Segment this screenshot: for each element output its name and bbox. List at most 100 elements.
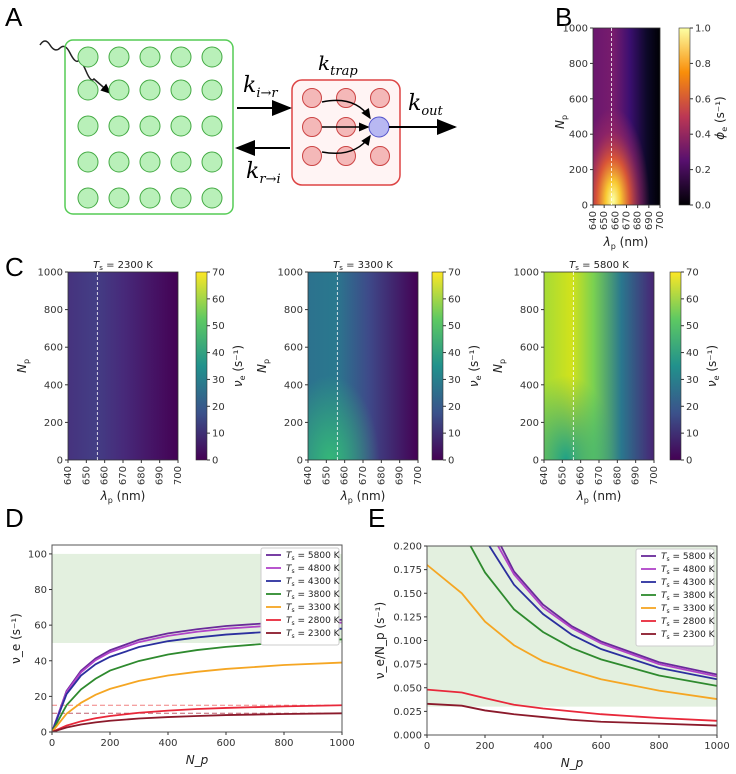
x-tick-label: 0 xyxy=(49,738,55,749)
legend-rest: = 5800 K xyxy=(295,551,341,561)
colorbar-tick-label: 50 xyxy=(212,321,225,332)
legend-item: Ts = 4300 K xyxy=(661,578,716,589)
y-tick-label: 1000 xyxy=(278,268,303,279)
antenna-pigment xyxy=(201,115,223,137)
y-tick-label: 0 xyxy=(57,456,63,467)
y-tick-label: 0.100 xyxy=(393,636,422,647)
heatmap-nu xyxy=(68,272,178,460)
x-tick-label: 600 xyxy=(216,738,235,749)
legend-item: Ts = 5800 K xyxy=(286,551,341,562)
series-line xyxy=(500,546,717,676)
x-tick-label: 660 xyxy=(576,466,587,485)
k-back-label: kr→i xyxy=(246,159,281,187)
y-tick-label: 600 xyxy=(520,343,539,354)
x-tick-label: 690 xyxy=(155,466,166,485)
y-tick-label: 20 xyxy=(34,692,47,703)
y-sub: p xyxy=(498,359,507,364)
legend-item: Ts = 4800 K xyxy=(286,564,341,575)
y-tick-label: 800 xyxy=(284,305,303,316)
rc-pigment xyxy=(370,88,390,108)
antenna-pigment xyxy=(170,79,192,101)
y-tick-label: 600 xyxy=(569,94,588,105)
panel-b-ticks: 640 650 660 670 680 690 700 0 200 400 600 800 1000 0.… xyxy=(563,24,711,231)
y-tick-label: 1000 xyxy=(563,24,588,35)
x-tick-label: 700 xyxy=(413,466,424,485)
title-sub: s xyxy=(99,264,103,272)
legend-item: Ts = 4300 K xyxy=(286,577,341,588)
antenna-pigment xyxy=(201,151,223,173)
colorbar-tick-label: 20 xyxy=(448,402,461,413)
colorbar-tick-label: 30 xyxy=(686,375,699,386)
colorbar-tick-label: 0.6 xyxy=(695,94,711,105)
legend-rest: = 2300 K xyxy=(670,630,716,640)
panel-label-a: A xyxy=(5,2,23,32)
series-line xyxy=(427,688,717,722)
y-var: N xyxy=(491,364,505,373)
cb-sub: e xyxy=(238,375,247,380)
antenna-pigment xyxy=(139,151,161,173)
colorbar xyxy=(669,271,682,461)
series-line xyxy=(469,546,717,687)
x-tick-label: 690 xyxy=(395,466,406,485)
colorbar xyxy=(431,271,444,461)
y-tick-label: 400 xyxy=(284,380,303,391)
colorbar-tick-label: 70 xyxy=(686,268,699,279)
legend-var: T xyxy=(661,552,668,562)
x-tick-label: 660 xyxy=(610,211,621,230)
x-axis-label: λp (nm) xyxy=(100,489,146,505)
antenna-pigment xyxy=(139,187,161,209)
legend-rest: = 2300 K xyxy=(295,629,341,639)
colorbar-label: ϕe (s⁻¹) xyxy=(713,96,729,139)
y-tick-label: 0.175 xyxy=(393,565,422,576)
y-tick-label: 200 xyxy=(569,165,588,176)
x-tick-label: 670 xyxy=(594,466,605,485)
cb-unit: (s⁻¹) xyxy=(231,345,245,376)
antenna-pigment xyxy=(170,151,192,173)
colorbar-tick-label: 0.8 xyxy=(695,59,711,70)
legend-var: T xyxy=(661,604,668,614)
antenna-pigment xyxy=(139,79,161,101)
antenna-pigment xyxy=(201,79,223,101)
y-tick-label: 600 xyxy=(284,343,303,354)
antenna-pigment xyxy=(77,187,99,209)
y-tick-label: 40 xyxy=(34,656,47,667)
legend-var: T xyxy=(661,565,668,575)
legend-var: T xyxy=(661,578,668,588)
y-tick-label: 400 xyxy=(569,130,588,141)
colorbar-label: νe (s⁻¹) xyxy=(231,345,247,387)
y-tick-label: 100 xyxy=(28,549,47,560)
colorbar-tick-label: 50 xyxy=(448,321,461,332)
rc-pigment xyxy=(336,146,356,166)
colorbar-tick-label: 70 xyxy=(212,268,225,279)
colorbar xyxy=(195,271,208,461)
legend-sub: s xyxy=(667,582,670,589)
series-line xyxy=(497,546,717,678)
colorbar-tick-label: 60 xyxy=(686,294,699,305)
x-unit: (nm) xyxy=(353,489,385,503)
colorbar-label: νe (s⁻¹) xyxy=(705,345,721,387)
colorbar-tick-label: 50 xyxy=(686,321,699,332)
legend-rest: = 5800 K xyxy=(670,552,716,562)
colorbar-tick-label: 30 xyxy=(448,375,461,386)
series-line xyxy=(52,638,342,732)
trap-arrow xyxy=(321,134,371,154)
legend-var: T xyxy=(286,629,293,639)
x-tick-label: 200 xyxy=(475,741,494,752)
x-var: λ xyxy=(100,489,108,503)
colorbar-tick-label: 60 xyxy=(448,294,461,305)
colorbar-tick-label: 20 xyxy=(212,402,225,413)
heatmap-title: Ts = 3300 K xyxy=(333,260,393,272)
y-tick-label: 0 xyxy=(533,456,539,467)
cb-var: ν xyxy=(231,380,245,387)
cb-sub: e xyxy=(712,375,721,380)
colorbar-tick-label: 40 xyxy=(448,348,461,359)
axes-frame xyxy=(51,544,343,733)
legend-var: T xyxy=(661,617,668,627)
x-sub: p xyxy=(348,496,353,505)
y-tick-label: 0 xyxy=(41,728,47,739)
legend-sub: s xyxy=(667,569,670,576)
y-tick-label: 400 xyxy=(520,380,539,391)
series-line xyxy=(52,627,342,732)
colorbar-tick-label: 30 xyxy=(212,375,225,386)
x-axis-label: λp (nm) xyxy=(576,489,622,505)
